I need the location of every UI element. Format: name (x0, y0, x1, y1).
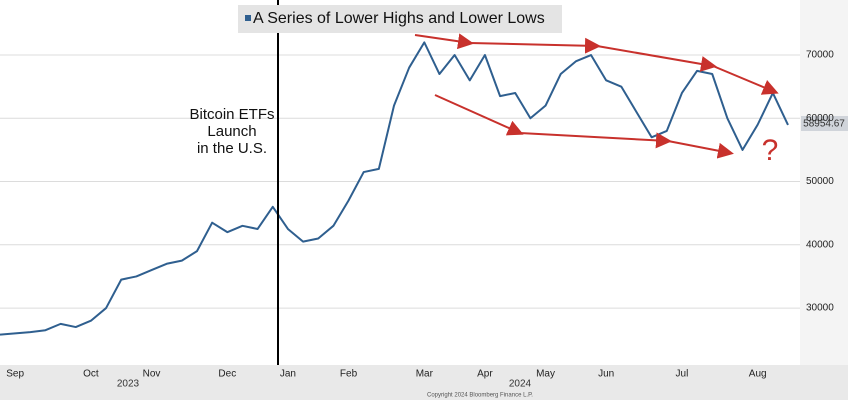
year-label: 2024 (509, 379, 532, 390)
x-tick-label: Jul (676, 369, 689, 380)
x-tick-label: Jan (280, 369, 296, 380)
annotation-line: in the U.S. (197, 140, 267, 157)
x-tick-label: Nov (143, 369, 161, 380)
y-tick-label: 70000 (806, 50, 834, 61)
x-tick-label: Dec (218, 369, 236, 380)
x-tick-label: Oct (83, 369, 99, 380)
x-tick-label: Jun (598, 369, 614, 380)
x-tick-label: Sep (6, 369, 24, 380)
x-tick-label: Mar (416, 369, 434, 380)
title-box (238, 5, 562, 33)
question-mark: ? (762, 134, 779, 167)
title-marker (245, 15, 251, 21)
y-tick-label: 30000 (806, 303, 834, 314)
y-tick-label: 60000 (806, 113, 834, 124)
last-price-box (801, 116, 848, 131)
footer: Copyright 2024 Bloomberg Finance L.P. (427, 393, 533, 399)
chart-title: A Series of Lower Highs and Lower Lows (253, 10, 545, 27)
axis-panel (800, 0, 848, 365)
annotation-line: Launch (207, 123, 256, 140)
plot-area (0, 0, 800, 365)
y-tick-label: 40000 (806, 239, 834, 250)
x-axis-band (0, 365, 848, 400)
annotation-line: Bitcoin ETFs (189, 106, 274, 123)
x-tick-label: May (536, 369, 555, 380)
last-price-label: 58954.67 (803, 119, 845, 130)
channel-lines (414, 33, 779, 159)
x-tick-label: Apr (477, 369, 493, 380)
x-tick-label: Feb (340, 369, 358, 380)
y-tick-label: 50000 (806, 176, 834, 187)
year-label: 2023 (117, 379, 140, 390)
x-tick-label: Aug (749, 369, 767, 380)
